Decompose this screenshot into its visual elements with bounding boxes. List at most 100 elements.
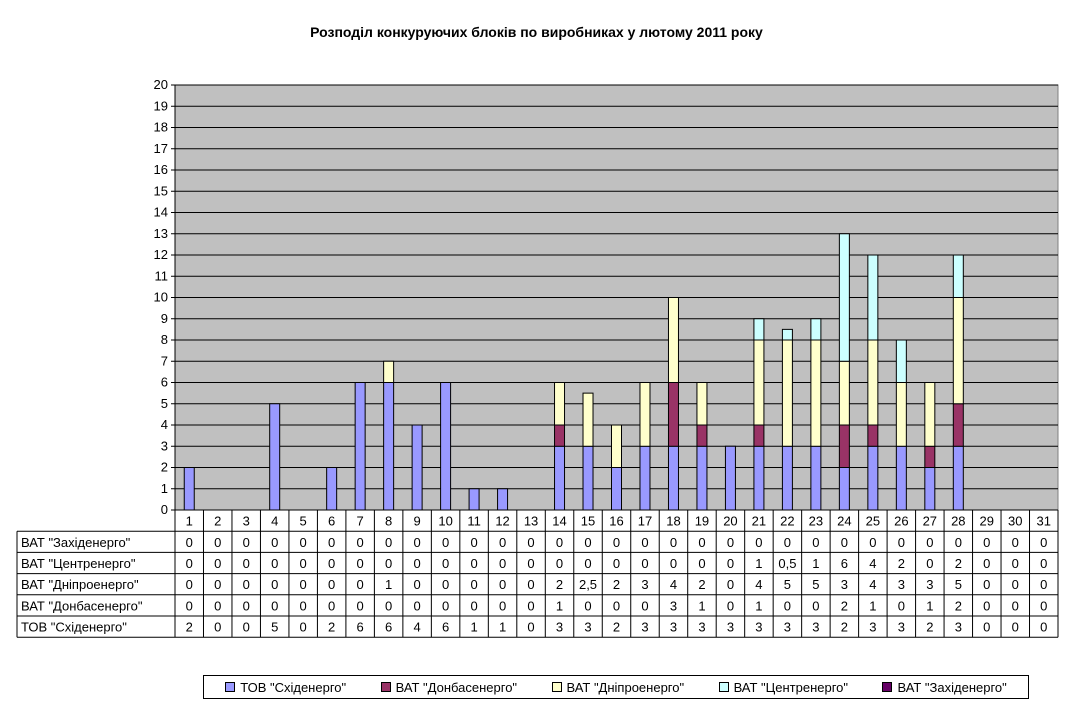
table-cell: 0 <box>698 535 705 550</box>
table-cell: 0 <box>385 535 392 550</box>
table-cell: 0 <box>898 535 905 550</box>
table-cell: 0 <box>499 598 506 613</box>
table-cell: 3 <box>641 620 648 635</box>
table-cell: 3 <box>869 620 876 635</box>
table-cell: 0 <box>955 535 962 550</box>
x-tick-label: 28 <box>951 514 965 529</box>
y-tick-label: 10 <box>154 290 168 305</box>
y-tick-label: 16 <box>154 162 168 177</box>
table-cell: 0 <box>812 598 819 613</box>
table-cell: 0 <box>983 577 990 592</box>
table-cell: 0 <box>983 598 990 613</box>
bar-segment-day-7-series-0 <box>354 382 366 511</box>
x-tick-label: 27 <box>923 514 937 529</box>
bar-segment-day-28-series-1 <box>952 403 964 447</box>
table-cell: 2 <box>955 598 962 613</box>
bar-segment-day-25-series-0 <box>867 445 879 511</box>
bar-segment-day-22-series-3 <box>781 328 793 341</box>
table-cell: 0 <box>1012 620 1019 635</box>
table-cell: 0 <box>641 598 648 613</box>
bar-segment-day-16-series-0 <box>611 467 622 511</box>
table-cell: 4 <box>413 620 420 635</box>
bar-segment-day-23-series-3 <box>810 318 822 341</box>
table-cell: 2 <box>698 577 705 592</box>
bar-segment-day-22-series-2 <box>781 339 793 447</box>
table-cell: 0 <box>983 620 990 635</box>
table-cell: 2 <box>613 620 620 635</box>
bar-segment-day-18-series-0 <box>667 445 679 511</box>
table-cell: 6 <box>442 620 449 635</box>
table-cell: 0 <box>470 535 477 550</box>
table-cell: 1 <box>499 620 506 635</box>
bar-segment-day-25-series-2 <box>867 339 879 426</box>
bar-segment-day-21-series-3 <box>753 318 765 341</box>
bar-segment-day-12-series-0 <box>497 488 509 511</box>
table-cell: 3 <box>698 620 705 635</box>
table-cell: 0 <box>470 598 477 613</box>
table-cell: 0,5 <box>778 556 796 571</box>
table-cell: 0 <box>442 535 449 550</box>
x-tick-label: 5 <box>300 514 307 529</box>
table-cell: 0 <box>698 556 705 571</box>
table-cell: 0 <box>243 535 250 550</box>
bar-segment-day-21-series-1 <box>753 424 765 447</box>
table-cell: 0 <box>186 598 193 613</box>
table-cell: 4 <box>755 577 762 592</box>
table-cell: 3 <box>556 620 563 635</box>
x-tick-label: 18 <box>666 514 680 529</box>
bar-segment-day-26-series-2 <box>895 382 907 447</box>
table-cell: 4 <box>670 577 677 592</box>
table-cell: 3 <box>841 577 848 592</box>
y-tick-label: 11 <box>155 268 169 283</box>
table-cell: 0 <box>556 556 563 571</box>
x-tick-label: 30 <box>1008 514 1022 529</box>
table-cell: 0 <box>1012 577 1019 592</box>
y-tick-label: 14 <box>154 205 168 220</box>
table-cell: 0 <box>214 535 221 550</box>
table-cell: 1 <box>698 598 705 613</box>
table-cell: 0 <box>584 598 591 613</box>
table-cell: 6 <box>385 620 392 635</box>
bar-segment-day-8-series-0 <box>383 382 395 511</box>
bar-segment-day-28-series-2 <box>952 297 964 405</box>
table-cell: 0 <box>784 535 791 550</box>
table-cell: 2 <box>328 620 335 635</box>
table-cell: 5 <box>955 577 962 592</box>
bar-segment-day-21-series-0 <box>753 445 765 511</box>
legend-label: ВАТ "Донбасенерго" <box>395 679 518 695</box>
table-cell: 0 <box>670 535 677 550</box>
y-tick-label: 13 <box>154 226 168 241</box>
table-cell: 0 <box>727 577 734 592</box>
bar-segment-day-11-series-0 <box>468 488 480 511</box>
table-cell: 2 <box>613 577 620 592</box>
table-cell: 3 <box>727 620 734 635</box>
table-cell: 0 <box>214 598 221 613</box>
table-cell: 1 <box>385 577 392 592</box>
table-cell: 0 <box>214 577 221 592</box>
table-cell: 2 <box>186 620 193 635</box>
x-tick-label: 14 <box>552 514 566 529</box>
y-tick-label: 6 <box>161 375 168 390</box>
bar-segment-day-28-series-3 <box>952 254 964 298</box>
y-tick-label: 5 <box>161 396 168 411</box>
y-tick-label: 9 <box>161 311 168 326</box>
x-tick-label: 22 <box>780 514 794 529</box>
bar-segment-day-26-series-3 <box>895 339 907 383</box>
table-cell: 6 <box>357 620 364 635</box>
bar-segment-day-27-series-2 <box>924 382 936 447</box>
bar-segment-day-4-series-0 <box>269 403 281 511</box>
x-tick-label: 11 <box>467 514 481 529</box>
legend-item: ВАТ "Дніпроенерго" <box>551 680 684 695</box>
bar-segment-day-27-series-1 <box>924 445 936 468</box>
table-cell: 0 <box>470 577 477 592</box>
table-cell: 0 <box>271 598 278 613</box>
table-cell: 1 <box>812 556 819 571</box>
x-tick-label: 21 <box>752 514 766 529</box>
bar-segment-day-14-series-1 <box>554 424 566 447</box>
table-cell: 6 <box>841 556 848 571</box>
table-cell: 2 <box>955 556 962 571</box>
table-cell: 0 <box>527 535 534 550</box>
table-cell: 3 <box>784 620 791 635</box>
bar-segment-day-10-series-0 <box>440 382 452 511</box>
